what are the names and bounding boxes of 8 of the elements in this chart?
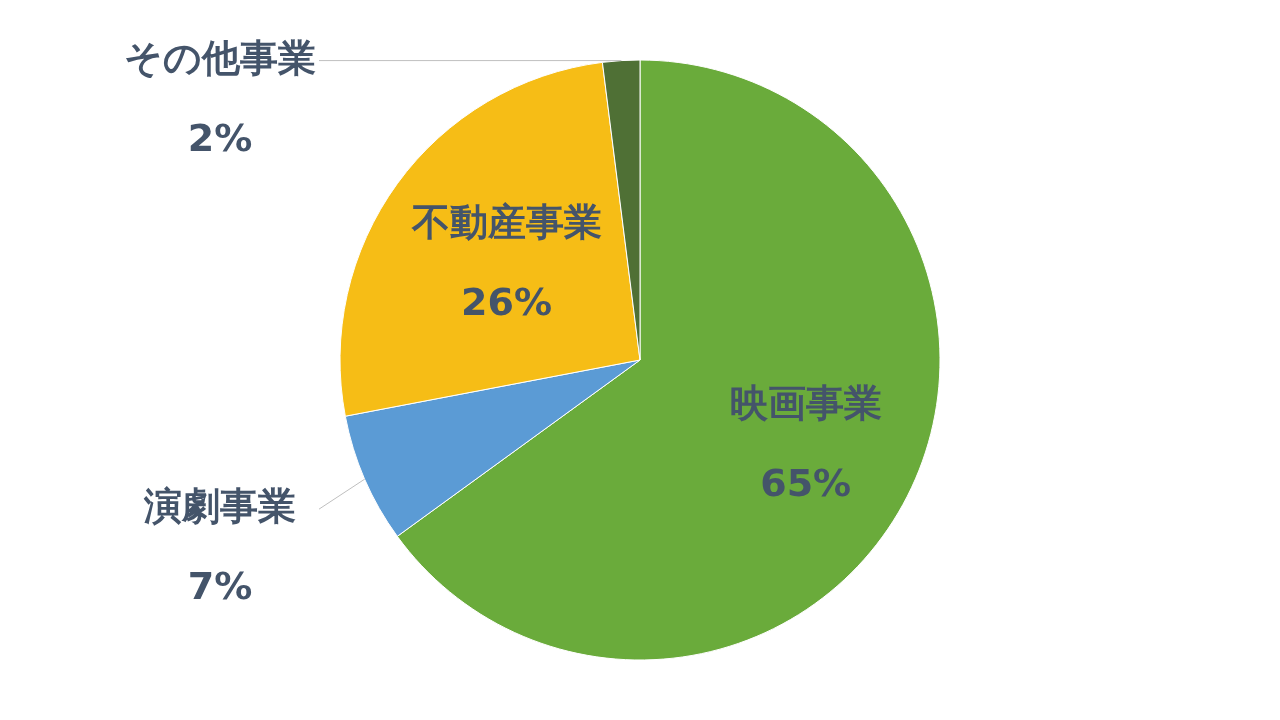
data-label: 26% [461,280,552,325]
slice-label: 演劇事業 [143,484,296,529]
data-label: 2% [187,115,253,160]
data-label: 65% [760,461,852,506]
slice-label: 不動産事業 [410,200,602,245]
slice-label: 映画事業 [729,381,882,426]
data-label: 7% [187,564,253,609]
slice-label: その他事業 [124,35,316,80]
